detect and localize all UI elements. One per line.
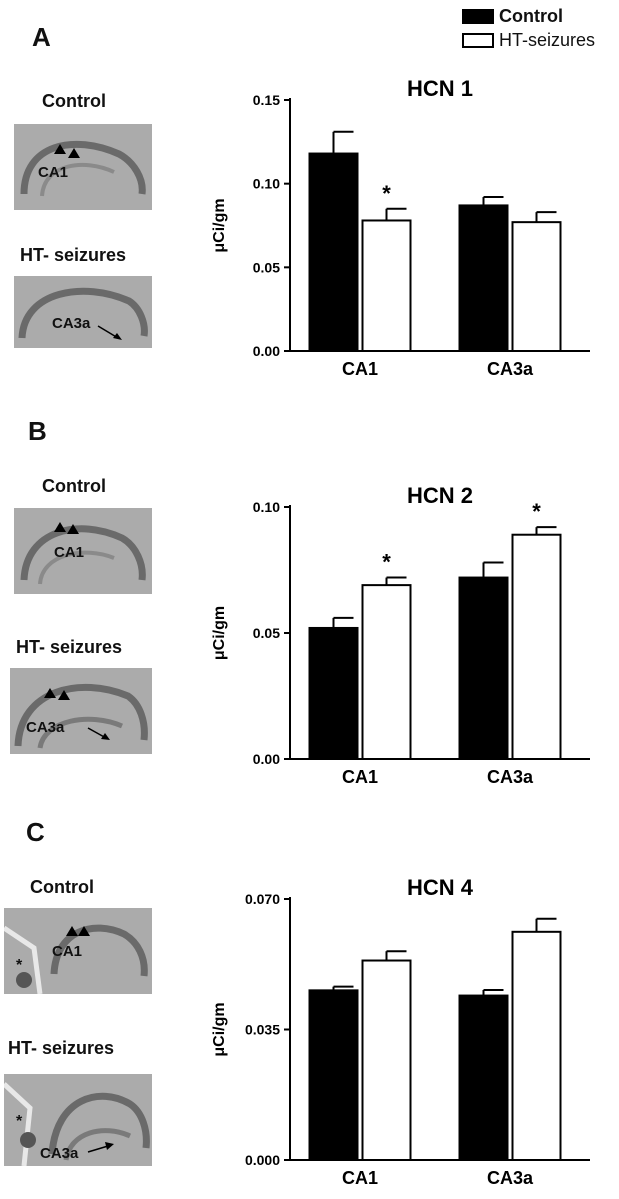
tissue-image-ht-seizures-a: CA3a (14, 276, 152, 348)
region-label: CA3a (52, 315, 91, 332)
y-tick-label: 0.10 (253, 499, 280, 515)
significance-marker: * (532, 499, 541, 524)
y-axis-label: μCi/gm (211, 1002, 228, 1056)
panel-letter-b: B (28, 416, 47, 446)
hippocampus-section-graphic: * CA3a (4, 1082, 150, 1166)
image-label-control-a: Control (42, 91, 106, 111)
legend: Control HT-seizures (462, 4, 595, 52)
y-axis-label: μCi/gm (211, 198, 228, 252)
image-label-ht-seizures-b: HT- seizures (16, 637, 123, 657)
arrowhead-icon (78, 926, 90, 936)
bar (458, 204, 509, 352)
image-label-control-b: Control (42, 476, 106, 496)
significance-marker: * (382, 181, 391, 206)
x-tick-label: CA3a (487, 359, 534, 379)
chart-title: HCN 2 (407, 483, 473, 508)
region-label: CA1 (54, 544, 84, 561)
region-label: CA1 (52, 943, 82, 960)
y-tick-label: 0.00 (253, 751, 280, 767)
legend-label-control: Control (499, 5, 563, 26)
hippocampus-section-graphic: CA1 (20, 140, 146, 197)
significance-marker: * (382, 550, 391, 575)
y-tick-label: 0.035 (245, 1022, 280, 1038)
y-tick-label: 0.05 (253, 259, 280, 275)
bar (308, 626, 359, 760)
legend-swatch-control (462, 8, 494, 24)
y-axis-label: μCi/gm (211, 606, 228, 660)
image-label-control-c: Control (30, 877, 94, 897)
legend-swatch-ht-seizures (462, 32, 494, 48)
tissue-image-control-a: CA1 (14, 124, 152, 210)
hippocampus-section-graphic: CA3a (18, 287, 148, 340)
chart-title: HCN 1 (407, 76, 473, 101)
region-label: CA3a (26, 719, 65, 736)
arrowhead-icon (54, 144, 66, 154)
panel-letter-a: A (32, 22, 51, 52)
arrowhead-icon (58, 690, 70, 700)
panel-letter-c: C (26, 817, 45, 847)
asterisk-marker: * (16, 1113, 23, 1130)
y-tick-label: 0.15 (253, 92, 280, 108)
arrowhead-icon (113, 333, 122, 340)
arrowhead-icon (68, 148, 80, 158)
arrowhead-icon (67, 524, 79, 534)
tissue-image-ht-seizures-c: * CA3a (4, 1074, 152, 1166)
arrowhead-icon (105, 1142, 114, 1150)
y-tick-label: 0.00 (253, 343, 280, 359)
tissue-image-control-c: CA1 * (4, 908, 152, 994)
bar (308, 152, 359, 353)
x-tick-label: CA1 (342, 767, 378, 787)
y-tick-label: 0.070 (245, 891, 280, 907)
bar-chart-hcn1: HCN 1 μCi/gm 0.00 0.05 0.10 0.15 * CA1 CA3a (211, 76, 590, 379)
tissue-image-control-b: CA1 (14, 508, 152, 594)
hippocampus-section-graphic: CA3a (14, 683, 148, 749)
hippocampus-section-graphic: CA1 * (4, 924, 148, 994)
bar-chart-hcn2: HCN 2 μCi/gm 0.00 0.05 0.10 * CA1 * CA3a (211, 483, 590, 787)
bar (458, 576, 509, 760)
region-label: CA1 (38, 164, 68, 181)
bar (361, 959, 412, 1162)
arrowhead-icon (101, 733, 110, 740)
y-tick-label: 0.05 (253, 625, 280, 641)
bar (361, 584, 412, 761)
tissue-image-ht-seizures-b: CA3a (10, 668, 152, 754)
legend-item-ht-seizures: HT-seizures (462, 28, 595, 52)
asterisk-marker: * (16, 957, 23, 974)
image-label-ht-seizures-c: HT- seizures (8, 1038, 115, 1058)
bar (458, 994, 509, 1161)
y-tick-label: 0.000 (245, 1152, 280, 1168)
bar (361, 219, 412, 352)
image-label-ht-seizures-a: HT- seizures (20, 245, 127, 265)
bar (308, 989, 359, 1161)
x-tick-label: CA3a (487, 1168, 534, 1188)
arrowhead-icon (66, 926, 78, 936)
bar (511, 930, 562, 1161)
hippocampus-section-graphic: CA1 (20, 522, 146, 585)
region-label: CA3a (40, 1145, 79, 1162)
x-tick-label: CA1 (342, 1168, 378, 1188)
bar (511, 533, 562, 760)
arrowhead-icon (44, 688, 56, 698)
bar (511, 221, 562, 352)
legend-label-ht-seizures: HT-seizures (499, 29, 596, 50)
legend-item-control: Control (462, 4, 595, 28)
x-tick-label: CA1 (342, 359, 378, 379)
chart-title: HCN 4 (407, 875, 474, 900)
arrowhead-icon (54, 522, 66, 532)
bar-chart-hcn4: HCN 4 μCi/gm 0.000 0.035 0.070 CA1 CA3a (211, 875, 590, 1188)
x-tick-label: CA3a (487, 767, 534, 787)
y-tick-label: 0.10 (253, 176, 280, 192)
arrow-icon (87, 1145, 109, 1153)
